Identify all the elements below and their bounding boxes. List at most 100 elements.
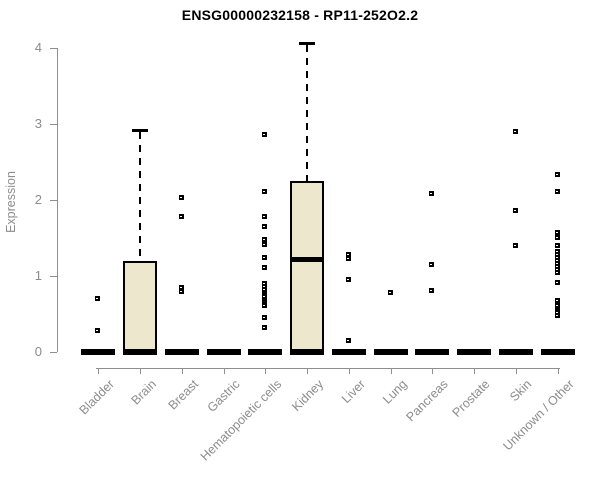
outlier-point [95, 296, 101, 301]
x-axis-tick [390, 368, 392, 374]
zero-median-bar [415, 349, 450, 355]
x-axis-tick [98, 368, 100, 374]
x-axis-tick [140, 368, 141, 374]
outlier-point [262, 214, 268, 219]
outlier-point [178, 195, 184, 200]
x-category-label: Skin [507, 377, 535, 405]
outlier-point [178, 289, 184, 294]
whisker [139, 132, 141, 261]
box [123, 261, 157, 354]
zero-median-bar [123, 349, 157, 355]
x-axis-tick [515, 368, 517, 374]
outlier-point [262, 294, 268, 299]
x-axis-tick [265, 368, 267, 374]
outlier-point [262, 287, 268, 292]
zero-median-bar [164, 349, 199, 355]
x-axis-tick [307, 368, 308, 374]
outlier-point [345, 252, 351, 257]
outlier-point [429, 191, 435, 196]
outlier-point [554, 264, 560, 269]
x-category-label: Hematopoietic cells [197, 377, 285, 464]
x-category-label: Brain [128, 377, 159, 408]
y-tick-label: 4 [34, 40, 42, 55]
outlier-point [262, 325, 268, 330]
outlier-point [554, 270, 560, 275]
outlier-point [262, 189, 268, 194]
outlier-point [554, 258, 560, 263]
y-tick-label: 3 [34, 116, 42, 131]
zero-median-bar [248, 349, 283, 355]
median-line [290, 257, 324, 262]
outlier-point [178, 214, 184, 219]
x-category-label: Liver [338, 377, 368, 407]
outlier-point [262, 281, 268, 286]
outlier-point [554, 261, 560, 266]
y-axis-tick [50, 124, 57, 125]
outlier-point [262, 255, 268, 260]
outlier-point [429, 288, 435, 293]
y-axis-tick [50, 352, 57, 353]
y-tick-label: 2 [34, 192, 42, 207]
outlier-point [554, 313, 560, 318]
x-category-label: Lung [379, 377, 410, 407]
outlier-point [387, 290, 393, 295]
outlier-point [262, 303, 268, 308]
x-axis-tick [557, 368, 559, 374]
x-axis-tick [181, 368, 183, 374]
whisker-cap [132, 129, 148, 132]
outlier-point [262, 242, 268, 247]
outlier-point [554, 303, 560, 308]
outlier-point [178, 285, 184, 290]
outlier-point [554, 280, 560, 285]
zero-median-bar [540, 349, 575, 355]
whisker-cap [299, 42, 315, 45]
outlier-point [345, 277, 351, 282]
zero-median-bar [81, 349, 116, 355]
outlier-point [554, 172, 560, 177]
outlier-point [554, 230, 560, 235]
outlier-point [554, 235, 560, 240]
y-axis-tick [50, 276, 57, 277]
outlier-point [554, 267, 560, 272]
zero-median-bar [290, 349, 324, 355]
outlier-point [554, 189, 560, 194]
x-axis-tick [348, 368, 350, 374]
y-axis-line [57, 48, 58, 352]
x-category-label: Prostate [450, 377, 493, 420]
outlier-point [345, 256, 351, 261]
outlier-point [262, 132, 268, 137]
x-category-label: Gastric [204, 377, 243, 415]
y-axis-tick [50, 200, 57, 201]
outlier-point [554, 255, 560, 260]
outlier-point [554, 243, 560, 248]
whisker [306, 45, 308, 181]
outlier-point [262, 237, 268, 242]
outlier-point [345, 338, 351, 343]
outlier-point [554, 249, 560, 254]
x-axis-tick [223, 368, 225, 374]
y-tick-label: 0 [34, 344, 42, 359]
x-axis-tick [474, 368, 475, 374]
box [290, 181, 324, 354]
zero-median-bar [498, 349, 533, 355]
outlier-point [512, 129, 518, 134]
outlier-point [262, 284, 268, 289]
outlier-point [512, 208, 518, 213]
zero-median-bar [457, 349, 491, 355]
zero-median-bar [331, 349, 366, 355]
outlier-point [429, 262, 435, 267]
x-axis-line [96, 368, 560, 369]
y-tick-label: 1 [34, 268, 42, 283]
x-category-label: Pancreas [403, 377, 452, 425]
x-category-label: Kidney [288, 377, 326, 414]
zero-median-bar [206, 349, 241, 355]
outlier-point [262, 224, 268, 229]
x-category-label: Bladder [76, 377, 118, 418]
outlier-point [95, 328, 101, 333]
zero-median-bar [373, 349, 408, 355]
outlier-point [512, 243, 518, 248]
chart-title: ENSG00000232158 - RP11-252O2.2 [181, 7, 419, 23]
outlier-point [262, 265, 268, 270]
